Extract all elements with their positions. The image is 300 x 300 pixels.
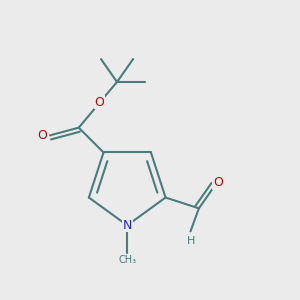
Text: N: N [122, 219, 132, 232]
Text: O: O [95, 95, 105, 109]
Text: O: O [37, 129, 47, 142]
Text: H: H [187, 236, 195, 246]
Text: O: O [213, 176, 223, 189]
Text: CH₃: CH₃ [118, 255, 136, 265]
